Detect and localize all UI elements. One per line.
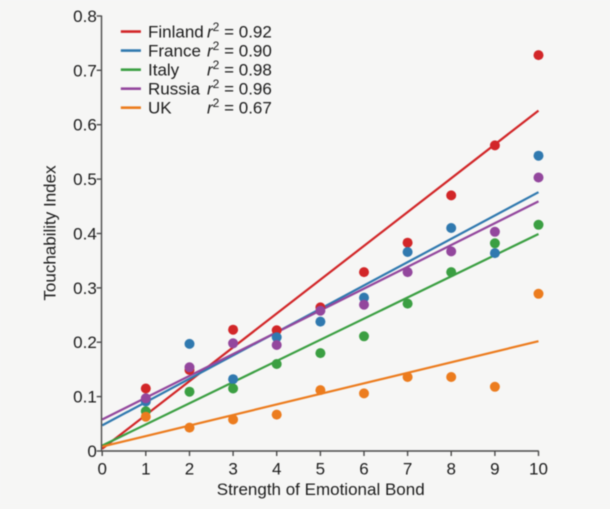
svg-text:Touchability Index: Touchability Index [41,165,60,301]
svg-text:0.3: 0.3 [73,279,97,298]
svg-text:1: 1 [141,460,150,479]
svg-text:2: 2 [185,460,194,479]
svg-text:5: 5 [316,460,325,479]
svg-text:0.8: 0.8 [73,7,97,26]
svg-text:0.6: 0.6 [73,116,97,135]
svg-text:0.4: 0.4 [73,225,97,244]
svg-text:r2 = 0.67: r2 = 0.67 [207,96,272,118]
svg-text:r2 = 0.98: r2 = 0.98 [207,58,272,80]
svg-text:8: 8 [446,460,455,479]
svg-text:0: 0 [87,442,96,461]
svg-text:9: 9 [490,460,499,479]
svg-text:0.5: 0.5 [73,170,97,189]
svg-text:r2 = 0.96: r2 = 0.96 [207,77,272,99]
svg-text:3: 3 [228,460,237,479]
svg-text:UK: UK [148,99,172,118]
svg-text:0.1: 0.1 [73,388,97,407]
svg-text:0.7: 0.7 [73,61,97,80]
svg-text:Russia: Russia [148,80,201,99]
svg-text:France: France [148,42,201,61]
svg-text:7: 7 [403,460,412,479]
svg-text:0.2: 0.2 [73,333,97,352]
svg-text:Strength of Emotional Bond: Strength of Emotional Bond [217,480,425,499]
svg-text:4: 4 [272,460,281,479]
svg-text:r2 = 0.90: r2 = 0.90 [207,39,272,61]
svg-text:r2 = 0.92: r2 = 0.92 [207,20,272,42]
svg-text:Italy: Italy [148,61,180,80]
svg-text:6: 6 [359,460,368,479]
svg-text:Finland: Finland [148,23,204,42]
svg-text:10: 10 [529,460,548,479]
svg-text:0: 0 [97,460,106,479]
